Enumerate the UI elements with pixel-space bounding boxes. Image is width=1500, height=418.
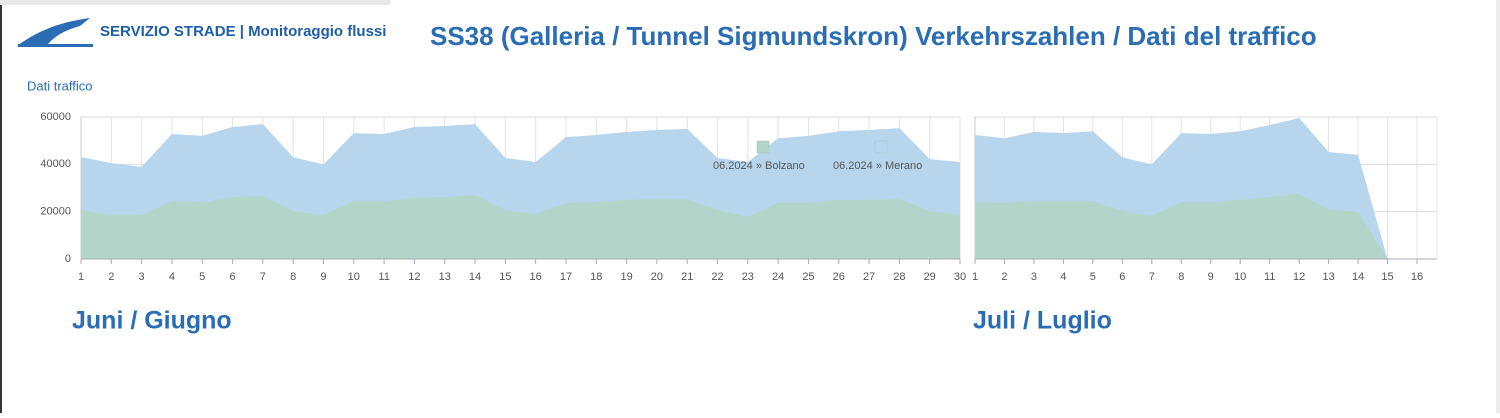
x-tick-label: 13 [439, 271, 451, 283]
x-tick-label: 8 [290, 271, 296, 283]
y-tick-label: 60000 [40, 111, 71, 123]
left-border [0, 0, 2, 413]
x-tick-label: 4 [169, 271, 175, 283]
month-label: Juni / Giugno [72, 307, 232, 335]
y-tick-label: 40000 [40, 158, 71, 170]
x-tick-label: 17 [560, 271, 572, 283]
x-tick-label: 1 [972, 271, 978, 283]
x-tick-label: 9 [320, 271, 326, 283]
x-tick-label: 8 [1178, 271, 1184, 283]
x-tick-label: 11 [378, 271, 389, 283]
right-border [1496, 0, 1500, 413]
y-axis-title: Dati traffico [27, 78, 93, 93]
x-tick-label: 11 [1264, 271, 1275, 283]
x-tick-label: 18 [590, 271, 602, 283]
logo-mark [18, 18, 90, 45]
x-tick-label: 25 [802, 271, 814, 283]
x-tick-label: 3 [139, 271, 145, 283]
x-tick-label: 24 [772, 271, 784, 283]
x-tick-label: 7 [260, 271, 266, 283]
x-tick-label: 28 [893, 271, 905, 283]
x-tick-label: 19 [620, 271, 632, 283]
x-tick-label: 3 [1031, 271, 1037, 283]
x-tick-label: 12 [1293, 271, 1305, 283]
logo-text: SERVIZIO STRADE | Monitoraggio flussi [100, 23, 386, 40]
x-tick-label: 12 [408, 271, 420, 283]
y-tick-label: 20000 [40, 206, 71, 218]
x-tick-label: 2 [1001, 271, 1007, 283]
x-tick-label: 21 [681, 271, 693, 283]
x-tick-label: 29 [924, 271, 936, 283]
x-tick-label: 10 [1234, 271, 1246, 283]
x-tick-label: 27 [863, 271, 875, 283]
x-tick-label: 5 [199, 271, 205, 283]
y-tick-label: 0 [65, 253, 71, 265]
legend-label: 06.2024 » Merano [833, 160, 922, 172]
legend-swatch [756, 140, 770, 154]
x-tick-label: 23 [742, 271, 754, 283]
month-label: Juli / Luglio [973, 307, 1112, 335]
x-tick-label: 4 [1060, 271, 1066, 283]
x-tick-label: 26 [833, 271, 845, 283]
legend-swatch [874, 140, 888, 154]
logo-underline [18, 44, 93, 47]
area [975, 193, 1388, 259]
legend-label: 06.2024 » Bolzano [713, 160, 805, 172]
x-tick-label: 14 [1352, 271, 1364, 283]
x-tick-label: 16 [530, 271, 542, 283]
x-tick-label: 5 [1090, 271, 1096, 283]
x-tick-label: 20 [651, 271, 663, 283]
x-tick-label: 6 [1119, 271, 1125, 283]
top-strip [0, 0, 390, 5]
x-tick-label: 15 [1381, 271, 1393, 283]
x-tick-label: 22 [711, 271, 723, 283]
x-tick-label: 2 [108, 271, 114, 283]
x-tick-label: 10 [348, 271, 360, 283]
x-tick-label: 16 [1411, 271, 1423, 283]
x-tick-label: 1 [78, 271, 84, 283]
x-tick-label: 13 [1322, 271, 1334, 283]
x-tick-label: 7 [1149, 271, 1155, 283]
x-tick-label: 14 [469, 271, 481, 283]
x-tick-label: 15 [499, 271, 511, 283]
x-tick-label: 9 [1208, 271, 1214, 283]
area [81, 195, 960, 259]
x-tick-label: 6 [229, 271, 235, 283]
page-title: SS38 (Galleria / Tunnel Sigmundskron) Ve… [430, 21, 1317, 51]
x-tick-label: 30 [954, 271, 966, 283]
